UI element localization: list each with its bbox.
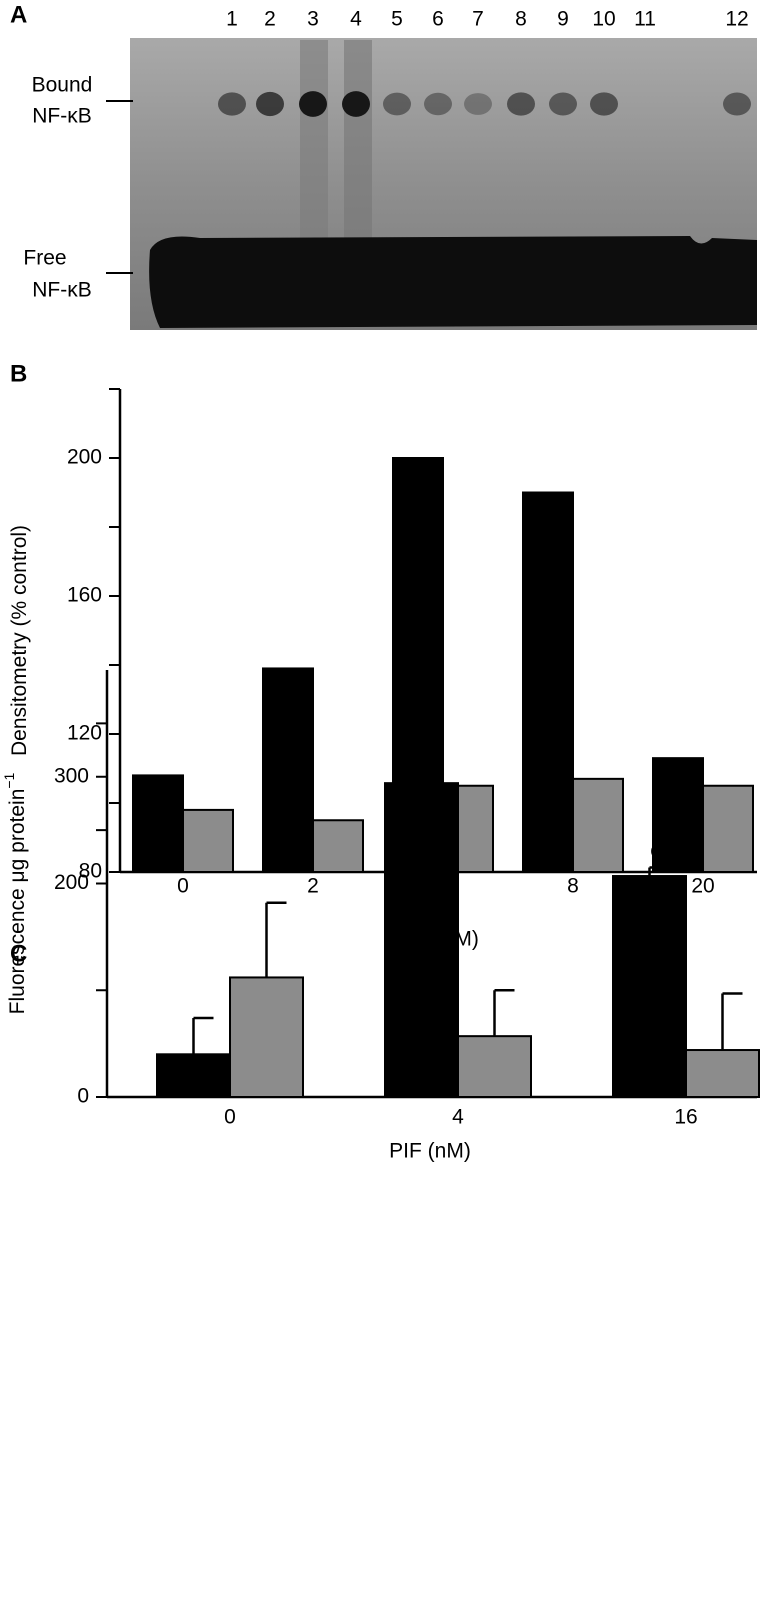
bar [457,1035,532,1098]
gel-smear [300,40,328,250]
x-tick-label: 8 [567,875,579,898]
y-tick-label: 80 [79,860,102,883]
bar [612,875,687,1099]
bound-band [342,91,370,117]
gel-panel: A Bound NF-κB Free NF-κB [10,1,758,330]
lane-label: 11 [634,8,656,31]
lane-label: 1 [226,8,238,31]
x-tick-label: 20 [691,875,714,898]
panel-label: B [10,360,27,387]
panel-label: A [10,1,27,28]
lane-label: 8 [515,8,527,31]
y-tick-label: 200 [67,446,102,469]
lane-label: 3 [307,8,319,31]
bound-band [299,91,327,117]
bar [262,667,314,874]
bound-band [256,91,284,117]
bound-band [507,92,535,116]
bound-band [424,92,452,116]
bound-label: Bound [32,74,93,97]
lane-label: 2 [264,8,276,31]
bar [132,774,184,874]
x-tick-label: 0 [224,1106,236,1129]
bound-band [218,92,246,116]
bound-band [723,92,751,116]
y-tick-label: 0 [77,1085,89,1108]
x-axis-label: PIF (nM) [389,1140,471,1163]
bar [384,782,459,1099]
bar [156,1053,231,1099]
bound-band [590,92,618,116]
lane-label: 9 [557,8,569,31]
bar [522,491,574,873]
y-axis-label-text: Densitometry (% control) [8,525,31,756]
lane-label: 10 [592,8,615,31]
x-tick-label: 2 [307,875,319,898]
significance-label: c [650,839,661,862]
bound-band [383,92,411,116]
bound-band [549,92,577,116]
y-tick-label: 200 [54,871,89,894]
free-band [149,236,758,328]
lane-label: 4 [350,8,362,31]
bound-label: NF-κB [32,105,92,128]
y-tick-label: 300 [54,764,89,787]
y-axis-label: Fluorescence μg protein−1 [1,772,29,1014]
y-axis-label-sup: −1 [1,772,17,788]
x-tick-label: 4 [452,1106,464,1129]
free-label: Free [23,247,66,270]
lane-label: 12 [725,8,748,31]
x-tick-label: 0 [177,875,189,898]
free-label: NF-κB [32,279,92,302]
bound-band [464,93,492,115]
significance-label: c [422,722,433,745]
bar [652,757,704,874]
bar [182,808,234,874]
lane-label: 7 [472,8,484,31]
bar [312,819,364,873]
bar [685,1049,760,1099]
gel-smear [344,40,372,250]
panel-label: C [10,940,27,967]
bar [229,976,304,1098]
lane-label: 6 [432,8,444,31]
x-tick-label: 16 [674,1106,697,1129]
bar [702,784,754,873]
y-axis-label: Densitometry (% control) [8,525,31,756]
y-tick-label: 120 [67,722,102,745]
lane-label: 5 [391,8,403,31]
y-tick-label: 160 [67,584,102,607]
y-axis-label-text: Fluorescence μg protein [6,789,29,1015]
bar [572,777,624,873]
